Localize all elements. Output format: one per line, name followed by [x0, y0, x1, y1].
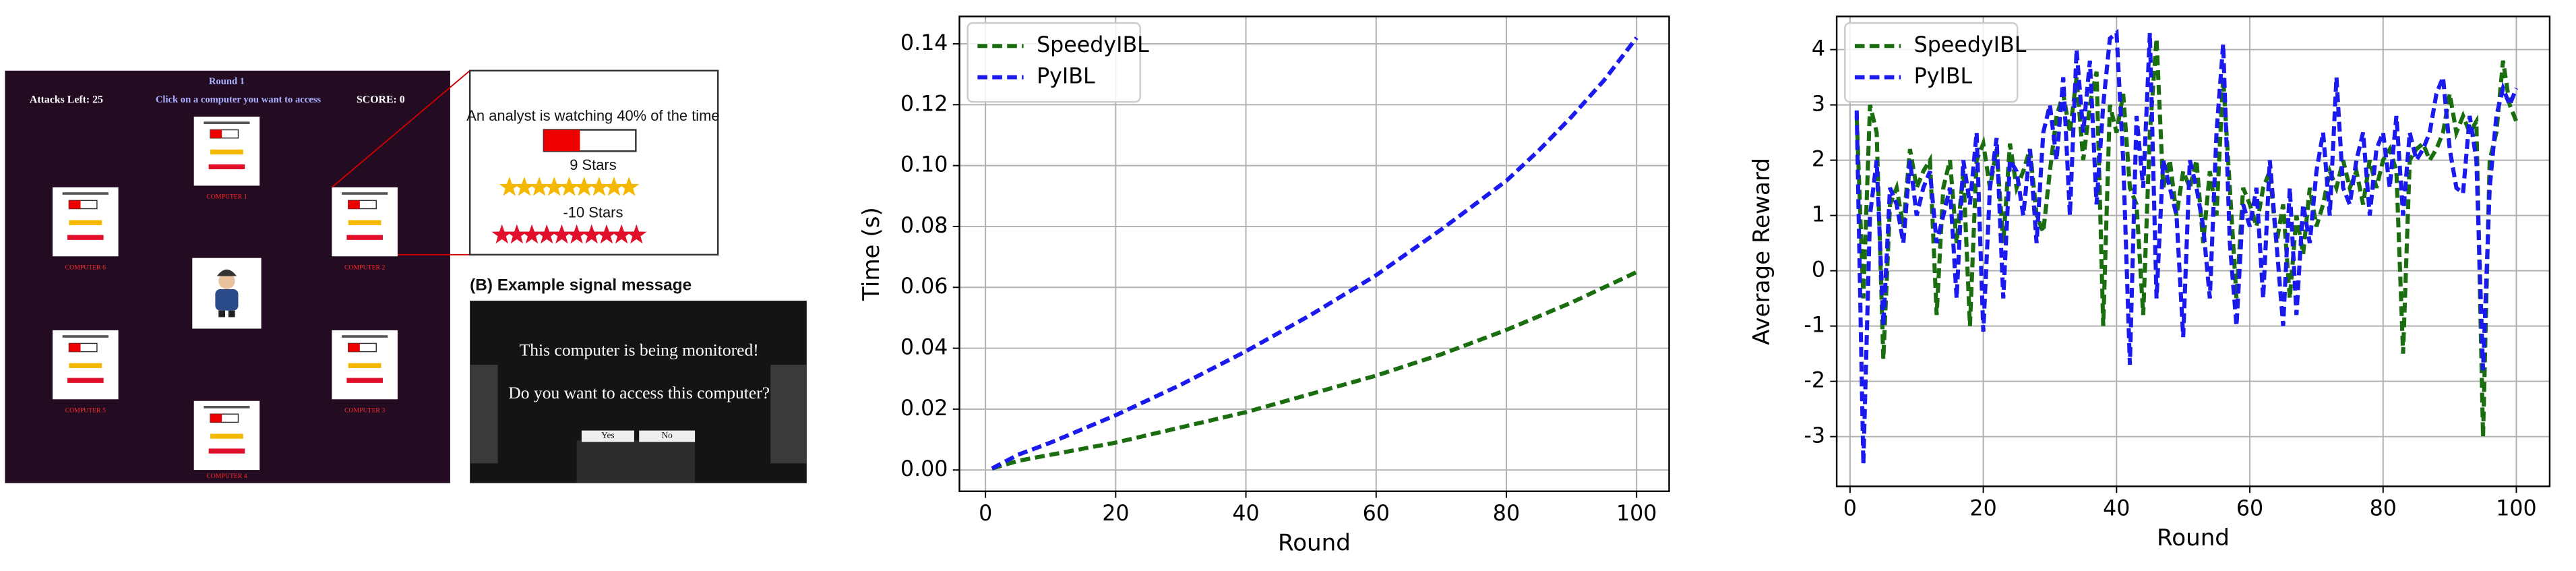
data-line [991, 270, 1638, 471]
instruction: Click on a computer you want to access [156, 94, 321, 105]
computer-label: COMPUTER 4 [206, 473, 247, 480]
y-axis-label: Average Reward [1748, 158, 1775, 345]
y-tick-label: -1 [1804, 313, 1825, 338]
no-label[interactable]: No [661, 430, 673, 440]
computer-card[interactable] [51, 329, 119, 400]
y-tick-label: 0 [1812, 258, 1825, 282]
x-tick-label: 40 [2103, 497, 2130, 521]
zoom-box [468, 69, 719, 256]
round-label: Round 1 [209, 76, 245, 87]
x-tick-label: 60 [1363, 502, 1390, 526]
computer-card[interactable] [193, 400, 261, 471]
yes-label[interactable]: Yes [601, 430, 614, 440]
computer-label: COMPUTER 1 [206, 193, 247, 201]
computer-card[interactable] [51, 186, 119, 258]
x-tick-label: 20 [1969, 497, 1996, 521]
yes-button[interactable] [581, 430, 634, 442]
legend-label: PyIBL [1037, 65, 1095, 89]
reward-stars-label: 9 Stars [570, 156, 616, 173]
computer-label: COMPUTER 5 [65, 407, 106, 415]
player-avatar [192, 258, 262, 329]
x-axis-label: Round [2157, 524, 2230, 551]
x-tick-label: 100 [1616, 502, 1657, 526]
legend-label: SpeedyIBL [1037, 33, 1149, 57]
x-tick-label: 20 [1102, 502, 1129, 526]
legend-label: PyIBL [1914, 65, 1973, 89]
x-tick-label: 100 [2496, 497, 2536, 521]
y-axis-label: Time (s) [858, 207, 885, 301]
signal-panel: (B) Example signal message This computer… [470, 276, 807, 483]
y-tick-label: 0.04 [900, 336, 948, 360]
signal-line: This computer is being monitored! [520, 340, 759, 359]
signal-line: Do you want to access this computer? [508, 383, 770, 402]
x-tick-label: 40 [1232, 502, 1259, 526]
y-tick-label: 3 [1812, 92, 1825, 117]
legend-box [1844, 22, 2019, 103]
data-line [1854, 38, 2519, 437]
y-tick-label: -3 [1804, 424, 1825, 448]
y-tick-label: 0.12 [900, 92, 948, 116]
x-tick-label: 0 [979, 502, 992, 526]
x-axis-label: Round [1278, 529, 1351, 556]
no-button[interactable] [639, 430, 696, 442]
y-tick-label: 1 [1812, 203, 1825, 227]
y-tick-label: 0.14 [900, 31, 948, 55]
y-tick-label: 0.10 [900, 153, 948, 177]
attacks-left: Attacks Left: 25 [30, 94, 103, 105]
x-tick-label: 80 [1493, 502, 1520, 526]
callout-line [331, 70, 470, 188]
data-line [1854, 28, 2519, 464]
x-tick-label: 80 [2370, 497, 2397, 521]
y-tick-label: -2 [1804, 369, 1825, 393]
y-tick-label: 2 [1812, 148, 1825, 172]
y-tick-label: 0.00 [900, 457, 948, 481]
penalty-stars-label: -10 Stars [563, 204, 623, 221]
x-tick-label: 60 [2236, 497, 2263, 521]
y-tick-label: 0.06 [900, 274, 948, 299]
computer-label: COMPUTER 6 [65, 264, 106, 272]
game-panel: Round 1 Attacks Left: 25 Click on a comp… [5, 70, 450, 483]
plot-frame [1835, 16, 2551, 487]
computer-card[interactable] [331, 329, 399, 400]
computer-card[interactable] [193, 115, 261, 187]
data-line [991, 36, 1638, 471]
computer-card[interactable] [331, 186, 399, 258]
legend-label: SpeedyIBL [1914, 33, 2027, 57]
computer-label: COMPUTER 3 [344, 407, 385, 415]
y-tick-label: 4 [1812, 37, 1825, 61]
computer-label: COMPUTER 2 [344, 264, 385, 272]
x-tick-label: 0 [1843, 497, 1857, 521]
signal-caption: (B) Example signal message [470, 276, 692, 295]
score: SCORE: 0 [357, 94, 405, 105]
watch-bar-fill [543, 129, 580, 152]
y-tick-label: 0.08 [900, 214, 948, 238]
y-tick-label: 0.02 [900, 396, 948, 421]
legend-box [967, 22, 1141, 103]
zoom-callout: An analyst is watching 40% of the time 9… [331, 69, 720, 256]
analyst-text: An analyst is watching 40% of the time [466, 107, 719, 124]
plot-frame [958, 16, 1670, 493]
